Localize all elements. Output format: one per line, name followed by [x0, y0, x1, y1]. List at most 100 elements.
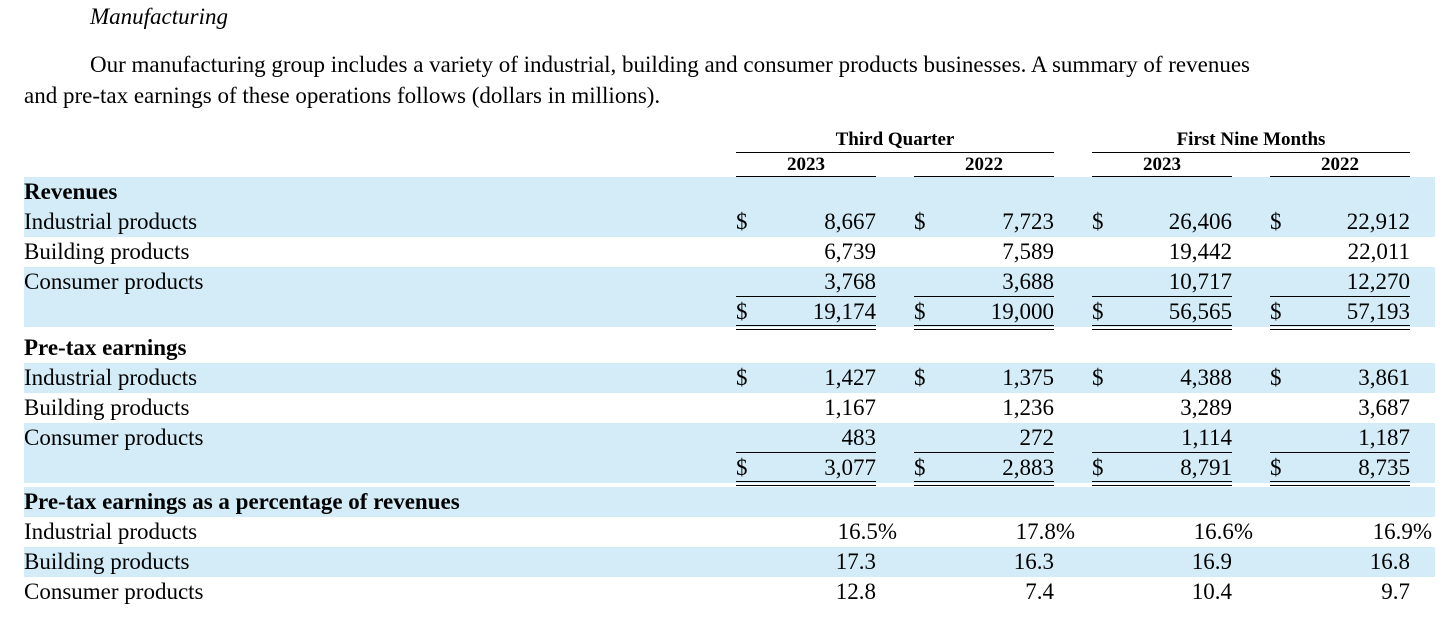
value-cell: 3,861	[1358, 365, 1410, 390]
currency-symbol: $	[1092, 209, 1104, 234]
total-double-underline	[1270, 481, 1410, 486]
group-underline	[736, 152, 1054, 153]
value-cell: 7,723	[1002, 209, 1054, 234]
value-cell: 9.7	[1381, 579, 1410, 604]
currency-symbol: $	[1092, 455, 1104, 480]
year-underline	[914, 176, 1054, 177]
value-cell: 17.8%	[1015, 519, 1075, 544]
total-double-underline	[1092, 481, 1232, 486]
value-cell: 16.9	[1191, 549, 1232, 574]
table-row: Consumer products 483 272 1,114 1,187	[24, 423, 1435, 453]
subtotal-underline	[914, 296, 1054, 297]
value-cell: 26,406	[1168, 209, 1232, 234]
row-label: Industrial products	[24, 519, 198, 544]
section-row-earnings: Pre-tax earnings	[24, 333, 1435, 363]
value-cell: 6,739	[824, 239, 876, 264]
currency-symbol: $	[1270, 209, 1282, 234]
value-cell: 1,187	[1358, 425, 1410, 450]
value-cell: 3,077	[824, 455, 876, 480]
value-cell: 22,011	[1347, 239, 1410, 264]
value-cell: 4,388	[1180, 365, 1232, 390]
currency-symbol: $	[914, 365, 926, 390]
value-cell: 8,667	[824, 209, 876, 234]
value-cell: 1,114	[1181, 425, 1232, 450]
section-row-percentage: Pre-tax earnings as a percentage of reve…	[24, 487, 1435, 517]
section-title: Revenues	[24, 179, 118, 204]
table-row: Consumer products 3,768 3,688 10,717 12,270	[24, 267, 1435, 297]
value-cell: 1,427	[824, 365, 876, 390]
value-cell: 16.6%	[1193, 519, 1253, 544]
value-cell: 10.4	[1191, 579, 1232, 604]
subtotal-underline	[736, 296, 876, 297]
intro-paragraph: Our manufacturing group includes a varie…	[24, 49, 1434, 111]
intro-paragraph-line-1: Our manufacturing group includes a varie…	[90, 52, 1250, 77]
year-header: 2022	[1321, 154, 1359, 175]
table-row: Industrial products 16.5% 17.8% 16.6% 16.9%	[24, 517, 1435, 547]
subtotal-underline	[1092, 452, 1232, 453]
row-label: Building products	[24, 395, 190, 420]
value-cell: 17.3	[835, 549, 876, 574]
value-cell: 3,289	[1180, 395, 1232, 420]
value-cell: 16.3	[1013, 549, 1054, 574]
section-heading: Manufacturing	[90, 4, 228, 29]
value-cell: 22,912	[1346, 209, 1410, 234]
value-cell: 7.4	[1025, 579, 1054, 604]
subtotal-underline	[1092, 296, 1232, 297]
value-cell: 56,565	[1168, 299, 1232, 324]
value-cell: 272	[1019, 425, 1055, 450]
total-double-underline	[736, 481, 876, 486]
row-label: Building products	[24, 239, 190, 264]
value-cell: 19,000	[990, 299, 1054, 324]
total-double-underline	[1092, 325, 1232, 330]
value-cell: 16.9%	[1372, 519, 1432, 544]
currency-symbol: $	[914, 455, 926, 480]
year-underline	[736, 176, 876, 177]
currency-symbol: $	[914, 209, 926, 234]
total-row: $19,174 $19,000 $56,565 $57,193	[24, 297, 1435, 327]
year-underline	[1270, 176, 1410, 177]
row-label: Consumer products	[24, 579, 204, 604]
intro-paragraph-line-2: and pre-tax earnings of these operations…	[24, 83, 661, 108]
currency-symbol: $	[1270, 299, 1282, 324]
value-cell: 1,236	[1002, 395, 1054, 420]
value-cell: 19,174	[812, 299, 876, 324]
row-label: Consumer products	[24, 425, 204, 450]
column-group-first-nine-months: First Nine Months	[1176, 129, 1326, 150]
section-title: Pre-tax earnings	[24, 335, 187, 360]
value-cell: 8,791	[1180, 455, 1232, 480]
year-header: 2023	[787, 154, 825, 175]
value-cell: 483	[841, 425, 877, 450]
row-label: Consumer products	[24, 269, 204, 294]
value-cell: 16.8	[1369, 549, 1410, 574]
value-cell: 19,442	[1168, 239, 1232, 264]
currency-symbol: $	[1092, 299, 1104, 324]
year-underline	[1092, 176, 1232, 177]
group-underline	[1092, 152, 1410, 153]
total-double-underline	[914, 325, 1054, 330]
currency-symbol: $	[736, 455, 748, 480]
currency-symbol: $	[736, 209, 748, 234]
total-row: $3,077 $2,883 $8,791 $8,735	[24, 453, 1435, 483]
table-row: Industrial products $8,667 $7,723 $26,406 $2…	[24, 207, 1435, 237]
total-double-underline	[914, 481, 1054, 486]
currency-symbol: $	[736, 299, 748, 324]
subtotal-underline	[1270, 296, 1410, 297]
currency-symbol: $	[1270, 365, 1282, 390]
row-label: Building products	[24, 549, 190, 574]
currency-symbol: $	[1092, 365, 1104, 390]
value-cell: 7,589	[1002, 239, 1054, 264]
year-header: 2023	[1143, 154, 1181, 175]
total-double-underline	[736, 325, 876, 330]
value-cell: 1,167	[824, 395, 876, 420]
subtotal-underline	[1270, 452, 1410, 453]
column-group-third-quarter: Third Quarter	[835, 129, 955, 150]
row-label: Industrial products	[24, 365, 198, 390]
section-row-revenues: Revenues	[24, 177, 1435, 207]
value-cell: 12.8	[835, 579, 876, 604]
section-title: Pre-tax earnings as a percentage of reve…	[24, 489, 460, 514]
table-row: Industrial products $1,427 $1,375 $4,388 $3,…	[24, 363, 1435, 393]
value-cell: 1,375	[1002, 365, 1054, 390]
table-row: Building products 17.3 16.3 16.9 16.8	[24, 547, 1435, 577]
value-cell: 2,883	[1002, 455, 1054, 480]
currency-symbol: $	[914, 299, 926, 324]
